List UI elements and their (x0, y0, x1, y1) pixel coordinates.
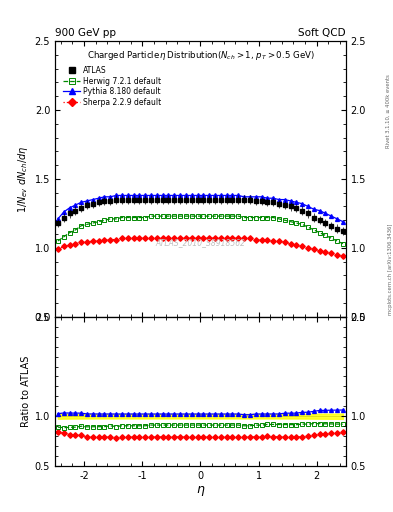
Text: mcplots.cern.ch [arXiv:1306.3436]: mcplots.cern.ch [arXiv:1306.3436] (387, 223, 393, 314)
Text: Rivet 3.1.10, ≥ 400k events: Rivet 3.1.10, ≥ 400k events (386, 74, 391, 148)
Y-axis label: $1/N_{ev}$ $dN_{ch}/d\eta$: $1/N_{ev}$ $dN_{ch}/d\eta$ (17, 145, 31, 212)
Text: Charged Particle$\,\eta\,$Distribution($N_{ch}>1$, $p_T>0.5$ GeV): Charged Particle$\,\eta\,$Distribution($… (86, 49, 314, 62)
Text: 900 GeV pp: 900 GeV pp (55, 28, 116, 38)
Text: Soft QCD: Soft QCD (298, 28, 346, 38)
Text: ATLAS_2010_S8918562: ATLAS_2010_S8918562 (155, 238, 246, 247)
Y-axis label: Ratio to ATLAS: Ratio to ATLAS (20, 356, 31, 427)
X-axis label: $\eta$: $\eta$ (196, 483, 205, 498)
Legend: ATLAS, Herwig 7.2.1 default, Pythia 8.180 default, Sherpa 2.2.9 default: ATLAS, Herwig 7.2.1 default, Pythia 8.18… (62, 64, 163, 109)
